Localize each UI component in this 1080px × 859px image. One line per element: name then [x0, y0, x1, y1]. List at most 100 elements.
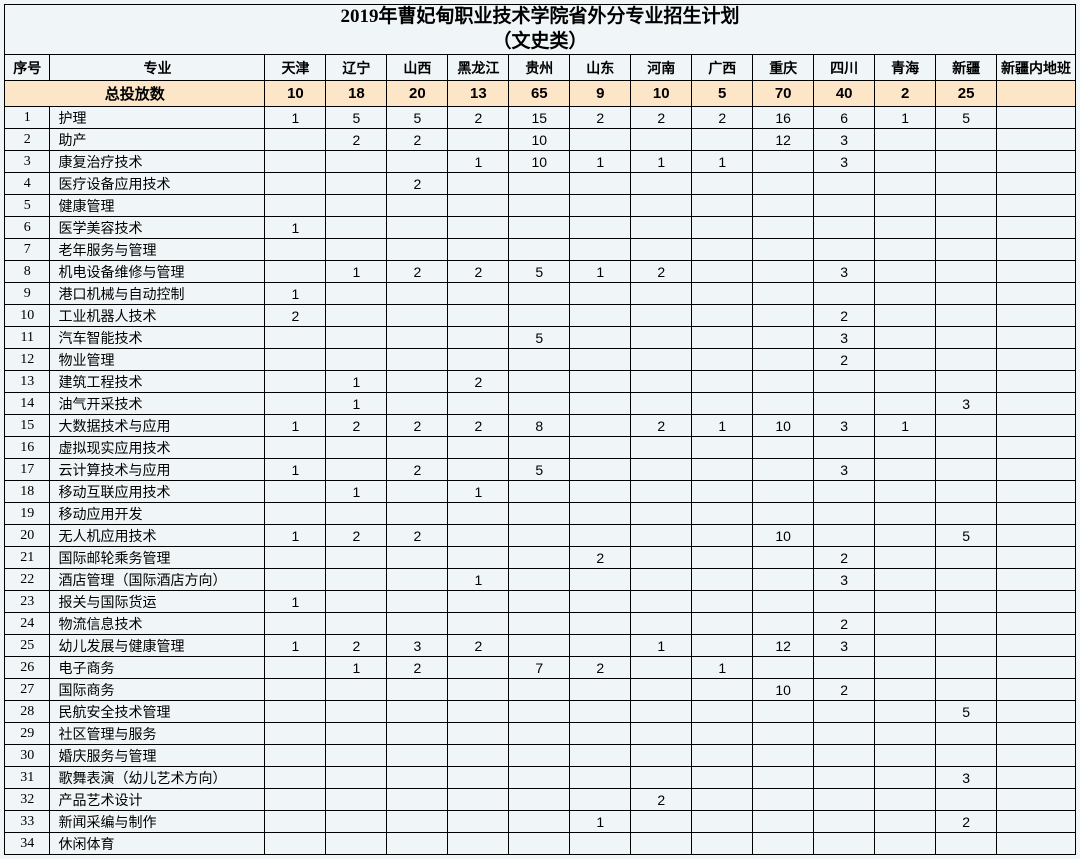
major-cell: 社区管理与服务	[50, 723, 265, 745]
value-cell	[997, 107, 1076, 129]
major-cell: 休闲体育	[50, 833, 265, 855]
table-row: 18移动互联应用技术11	[5, 481, 1076, 503]
value-cell	[875, 657, 936, 679]
value-cell	[692, 437, 753, 459]
value-cell	[509, 481, 570, 503]
value-cell	[875, 327, 936, 349]
value-cell	[753, 151, 814, 173]
seq-cell: 9	[5, 283, 50, 305]
value-cell: 5	[936, 107, 997, 129]
value-cell	[509, 833, 570, 855]
value-cell	[570, 437, 631, 459]
table-row: 16虚拟现实应用技术	[5, 437, 1076, 459]
value-cell	[631, 591, 692, 613]
value-cell	[997, 723, 1076, 745]
value-cell: 2	[814, 349, 875, 371]
value-cell	[387, 481, 448, 503]
value-cell	[631, 569, 692, 591]
seq-cell: 32	[5, 789, 50, 811]
value-cell: 2	[387, 459, 448, 481]
value-cell: 2	[814, 305, 875, 327]
value-cell	[326, 723, 387, 745]
value-cell	[448, 327, 509, 349]
value-cell	[814, 393, 875, 415]
value-cell	[387, 613, 448, 635]
value-cell	[387, 723, 448, 745]
value-cell	[387, 239, 448, 261]
value-cell	[936, 591, 997, 613]
value-cell	[570, 635, 631, 657]
value-cell	[997, 459, 1076, 481]
value-cell	[448, 173, 509, 195]
value-cell	[387, 283, 448, 305]
value-cell	[448, 767, 509, 789]
major-cell: 护理	[50, 107, 265, 129]
value-cell	[753, 767, 814, 789]
table-row: 13建筑工程技术12	[5, 371, 1076, 393]
value-cell	[814, 503, 875, 525]
value-cell	[997, 327, 1076, 349]
value-cell: 3	[814, 459, 875, 481]
value-cell	[936, 745, 997, 767]
value-cell	[265, 437, 326, 459]
value-cell	[631, 657, 692, 679]
value-cell	[753, 327, 814, 349]
seq-cell: 17	[5, 459, 50, 481]
table-row: 22酒店管理（国际酒店方向）13	[5, 569, 1076, 591]
value-cell	[997, 415, 1076, 437]
value-cell	[936, 239, 997, 261]
value-cell: 1	[448, 569, 509, 591]
total-cell: 65	[509, 81, 570, 107]
value-cell: 3	[814, 261, 875, 283]
major-cell: 医学美容技术	[50, 217, 265, 239]
header-row: 序号 专业 天津 辽宁 山西 黑龙江 贵州 山东 河南 广西 重庆 四川 青海 …	[5, 55, 1076, 81]
value-cell	[265, 657, 326, 679]
total-cell: 9	[570, 81, 631, 107]
value-cell	[631, 195, 692, 217]
value-cell	[509, 305, 570, 327]
value-cell	[997, 547, 1076, 569]
value-cell	[936, 129, 997, 151]
value-cell: 3	[936, 393, 997, 415]
table-row: 15大数据技术与应用12228211031	[5, 415, 1076, 437]
value-cell	[814, 173, 875, 195]
value-cell	[875, 437, 936, 459]
value-cell	[814, 217, 875, 239]
value-cell	[509, 569, 570, 591]
major-cell: 助产	[50, 129, 265, 151]
value-cell: 10	[753, 679, 814, 701]
value-cell	[936, 173, 997, 195]
value-cell	[631, 327, 692, 349]
value-cell: 2	[631, 789, 692, 811]
value-cell: 1	[448, 151, 509, 173]
major-cell: 康复治疗技术	[50, 151, 265, 173]
value-cell	[326, 327, 387, 349]
value-cell	[753, 393, 814, 415]
value-cell	[326, 789, 387, 811]
title-line1: 2019年曹妃甸职业技术学院省外分专业招生计划	[340, 6, 739, 27]
value-cell	[997, 701, 1076, 723]
value-cell	[387, 195, 448, 217]
value-cell	[997, 371, 1076, 393]
value-cell	[997, 283, 1076, 305]
seq-cell: 11	[5, 327, 50, 349]
table-row: 5健康管理	[5, 195, 1076, 217]
value-cell: 2	[692, 107, 753, 129]
value-cell: 2	[326, 635, 387, 657]
value-cell	[875, 745, 936, 767]
value-cell	[265, 349, 326, 371]
value-cell	[753, 283, 814, 305]
col-seq-header: 序号	[5, 55, 50, 81]
value-cell	[387, 151, 448, 173]
value-cell	[570, 173, 631, 195]
title-line2: （文史类）	[492, 31, 587, 52]
value-cell	[936, 283, 997, 305]
major-cell: 物流信息技术	[50, 613, 265, 635]
major-cell: 无人机应用技术	[50, 525, 265, 547]
value-cell: 2	[326, 525, 387, 547]
value-cell	[509, 723, 570, 745]
value-cell: 1	[875, 415, 936, 437]
value-cell	[265, 789, 326, 811]
value-cell	[753, 481, 814, 503]
value-cell	[692, 767, 753, 789]
